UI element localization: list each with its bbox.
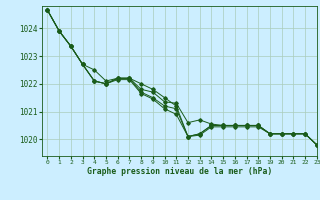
- X-axis label: Graphe pression niveau de la mer (hPa): Graphe pression niveau de la mer (hPa): [87, 167, 272, 176]
